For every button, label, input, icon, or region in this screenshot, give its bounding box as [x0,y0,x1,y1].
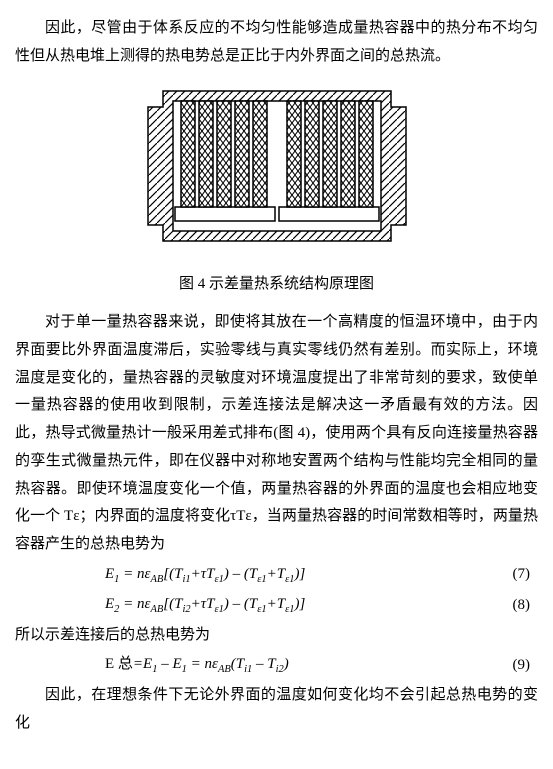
equation-7-row: E1 = nεAB[(Ti1+τTε1) – (Tε1+Tε1)] (7) [15,561,538,589]
figure-4 [15,79,538,264]
equation-8-row: E2 = nεAB[(Ti2+τTε1) – (Tε1+Tε1)] (8) [15,591,538,619]
paragraph-therefore: 所以示差连接后的总热电势为 [15,622,538,650]
equation-8-number: (8) [498,592,538,620]
paragraph-conclusion: 因此，在理想条件下无论外界面的温度如何变化均不会引起总热电势的变化 [15,682,538,738]
equation-7: E1 = nεAB[(Ti1+τTε1) – (Tε1+Tε1)] [105,561,498,589]
paragraph-intro: 因此，尽管由于体系反应的不均匀性能够造成量热容器中的热分布不均匀性但从热电堆上测… [15,15,538,71]
equation-8: E2 = nεAB[(Ti2+τTε1) – (Tε1+Tε1)] [105,591,498,619]
figure-4-caption: 图 4 示差量热系统结构原理图 [15,271,538,299]
equation-7-number: (7) [498,561,538,589]
equation-9: E 总=E1 – E1 = nεAB(Ti1 – Ti2) [105,651,498,679]
equation-9-row: E 总=E1 – E1 = nεAB(Ti1 – Ti2) (9) [15,651,538,679]
calorimeter-diagram [133,79,421,253]
paragraph-main: 对于单一量热容器来说，即使将其放在一个高精度的恒温环境中，由于内界面要比外界面温… [15,309,538,559]
equation-9-number: (9) [498,652,538,680]
